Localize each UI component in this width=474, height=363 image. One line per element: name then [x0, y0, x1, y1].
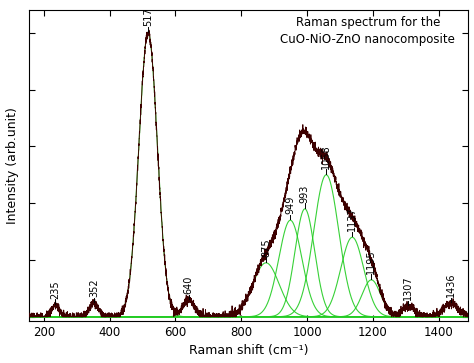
Text: 1058: 1058 — [321, 144, 331, 168]
Text: 1436: 1436 — [446, 272, 456, 297]
Text: 1307: 1307 — [403, 275, 413, 300]
Text: 517: 517 — [143, 7, 153, 26]
Text: 993: 993 — [300, 184, 310, 203]
Text: Raman spectrum for the
CuO-NiO-ZnO nanocomposite: Raman spectrum for the CuO-NiO-ZnO nanoc… — [281, 16, 455, 46]
Text: 352: 352 — [89, 278, 99, 297]
Text: 640: 640 — [183, 276, 194, 294]
Y-axis label: Intensity (arb.unit): Intensity (arb.unit) — [6, 107, 18, 224]
X-axis label: Raman shift (cm⁻¹): Raman shift (cm⁻¹) — [189, 344, 309, 358]
Text: 949: 949 — [285, 196, 295, 214]
Text: 875: 875 — [261, 238, 271, 257]
Text: 1137: 1137 — [347, 207, 357, 231]
Text: 1195: 1195 — [366, 249, 376, 274]
Text: 235: 235 — [50, 280, 60, 299]
